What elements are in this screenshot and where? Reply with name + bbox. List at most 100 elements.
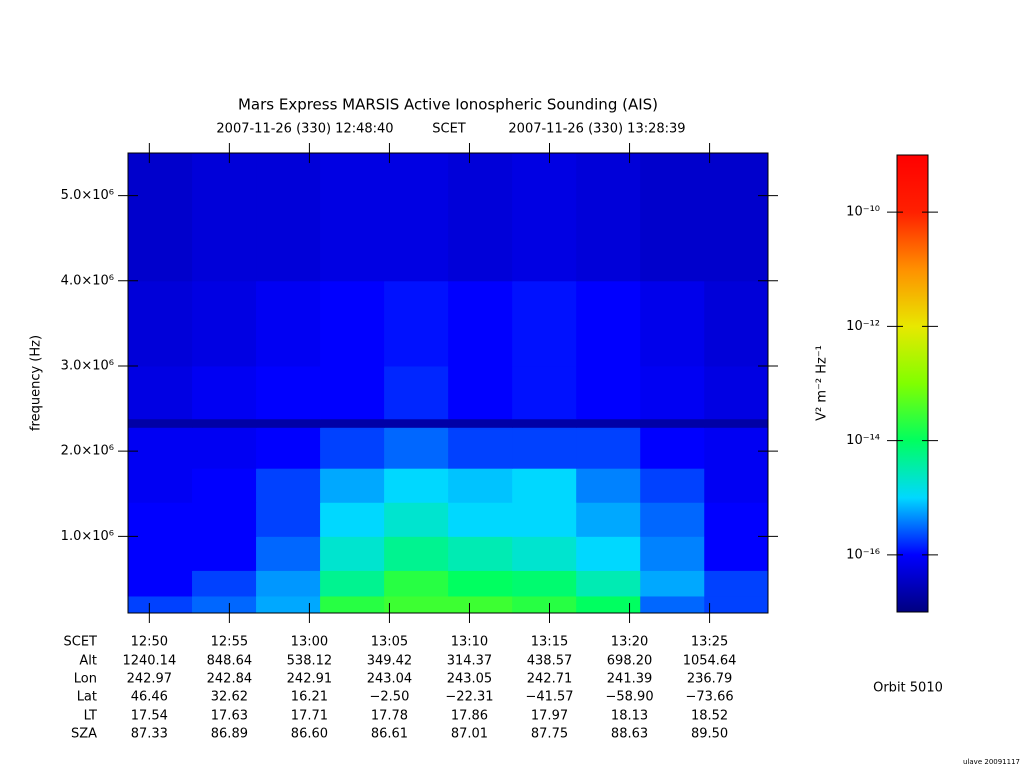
heatmap-cell	[704, 280, 769, 367]
heatmap-cell	[192, 418, 257, 428]
heatmap-cell	[320, 595, 385, 614]
heatmap-cell	[576, 280, 641, 367]
heatmap-cell	[256, 280, 321, 367]
heatmap-cell	[128, 365, 193, 420]
heatmap-cell	[512, 570, 577, 597]
ephemeris-value: 17.78	[371, 709, 408, 724]
heatmap-cell	[704, 595, 769, 614]
heatmap-cell	[256, 536, 321, 571]
heatmap-cell	[576, 570, 641, 597]
ephemeris-value: 17.97	[531, 709, 568, 724]
heatmap-cell	[192, 536, 257, 571]
footer: ulave 20091117	[963, 758, 1020, 766]
heatmap-cell	[256, 153, 321, 282]
subtitle: SCET	[432, 122, 466, 137]
ephemeris-value: 243.04	[367, 672, 413, 687]
ephemeris-value: 242.91	[287, 672, 333, 687]
ephemeris-value: 243.05	[447, 672, 493, 687]
ephemeris-value: −2.50	[370, 690, 410, 705]
y-tick-label: 5.0×10⁶	[61, 188, 114, 203]
ephemeris-value: 89.50	[691, 727, 728, 742]
heatmap-cell	[512, 153, 577, 282]
ephemeris-label: Lon	[74, 672, 97, 687]
colorbar-tick-label: 10⁻¹²	[846, 319, 880, 334]
heatmap-cell	[704, 365, 769, 420]
heatmap-cell	[192, 502, 257, 537]
ephemeris-value: 1240.14	[122, 654, 176, 669]
colorbar-tick-label: 10⁻¹⁴	[846, 433, 880, 448]
ephemeris-value: 242.97	[127, 672, 173, 687]
heatmap-cell	[576, 418, 641, 428]
heatmap-cell	[384, 365, 449, 420]
heatmap-cell	[256, 427, 321, 469]
ephemeris-value: 86.61	[371, 727, 408, 742]
heatmap-cell	[128, 427, 193, 469]
heatmap-cell	[192, 595, 257, 614]
ephemeris-value: 17.86	[451, 709, 488, 724]
heatmap-cell	[256, 570, 321, 597]
heatmap-cell	[704, 536, 769, 571]
colorbar-tick-label: 10⁻¹⁶	[846, 547, 880, 562]
ephemeris-value: 17.54	[131, 709, 168, 724]
heatmap-cell	[448, 365, 513, 420]
heatmap-cell	[640, 427, 705, 469]
chart-title: Mars Express MARSIS Active Ionospheric S…	[238, 96, 658, 114]
x-tick-label: 12:55	[211, 635, 248, 650]
heatmap-cell	[704, 468, 769, 503]
colorbar-tick-label: 10⁻¹⁰	[846, 205, 880, 220]
y-tick-label: 2.0×10⁶	[61, 444, 114, 459]
x-tick-label: 13:25	[691, 635, 728, 650]
heatmap-cell	[192, 153, 257, 282]
heatmap-cell	[512, 536, 577, 571]
plot-frame	[127, 152, 769, 614]
heatmap-cell	[384, 595, 449, 614]
ephemeris-value: 236.79	[687, 672, 733, 687]
heatmap-cell	[448, 280, 513, 367]
heatmap-cell	[256, 502, 321, 537]
heatmap-cell	[512, 365, 577, 420]
heatmap-cell	[512, 468, 577, 503]
heatmap-cell	[640, 595, 705, 614]
heatmap-cell	[384, 418, 449, 428]
heatmap-cell	[448, 418, 513, 428]
heatmap-cell	[320, 536, 385, 571]
y-tick-label: 3.0×10⁶	[61, 358, 114, 373]
colorbar-label: V² m⁻² Hz⁻¹	[815, 345, 830, 421]
heatmap-cell	[448, 570, 513, 597]
heatmap-cell	[704, 153, 769, 282]
heatmap-cell	[128, 468, 193, 503]
subtitle: 2007-11-26 (330) 13:28:39	[508, 122, 685, 137]
heatmap-cell	[384, 570, 449, 597]
heatmap-cell	[320, 570, 385, 597]
heatmap-cell	[256, 418, 321, 428]
heatmap-cell	[384, 153, 449, 282]
heatmap-cell	[640, 365, 705, 420]
heatmap-cell	[256, 468, 321, 503]
x-tick-label: 13:10	[451, 635, 488, 650]
heatmap-cell	[256, 365, 321, 420]
ephemeris-value: 1054.64	[683, 654, 737, 669]
heatmap-cell	[640, 570, 705, 597]
x-tick-label: 13:20	[611, 635, 648, 650]
heatmap-cell	[448, 502, 513, 537]
heatmap-cell	[640, 468, 705, 503]
heatmap-cell	[448, 468, 513, 503]
ephemeris-value: 87.01	[451, 727, 488, 742]
colorbar	[896, 154, 929, 613]
heatmap-cell	[320, 468, 385, 503]
ephemeris-label: Lat	[77, 690, 97, 705]
ephemeris-value: 17.71	[291, 709, 328, 724]
ephemeris-value: −22.31	[445, 690, 493, 705]
heatmap-cell	[576, 595, 641, 614]
heatmap-cell	[192, 280, 257, 367]
ephemeris-value: 18.52	[691, 709, 728, 724]
ephemeris-value: 242.84	[207, 672, 253, 687]
heatmap-cell	[320, 427, 385, 469]
ephemeris-value: −73.66	[686, 690, 734, 705]
y-tick-label: 4.0×10⁶	[61, 273, 114, 288]
x-tick-label: 12:50	[131, 635, 168, 650]
ephemeris-value: −58.90	[605, 690, 653, 705]
heatmap-cell	[128, 280, 193, 367]
heatmap-cell	[128, 418, 193, 428]
ephemeris-value: 314.37	[447, 654, 493, 669]
